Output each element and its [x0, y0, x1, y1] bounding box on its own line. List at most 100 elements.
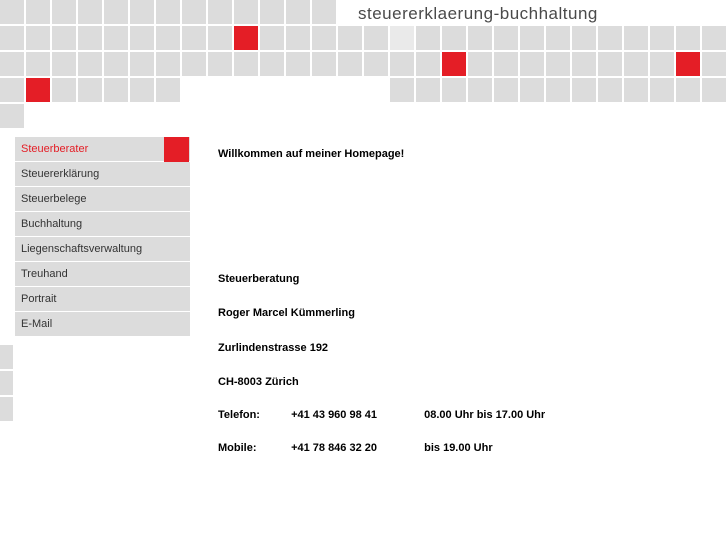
mobile-line: Mobile: +41 78 846 32 20 bis 19.00 Uhr: [218, 441, 698, 456]
grid-cell: [78, 26, 102, 50]
mobile-hours: bis 19.00 Uhr: [424, 441, 492, 456]
mobile-label: Mobile:: [218, 441, 288, 456]
grid-cell: [676, 26, 700, 50]
phone-label: Telefon:: [218, 408, 288, 423]
grid-cell: [26, 0, 50, 24]
welcome-text: Willkommen auf meiner Homepage!: [218, 147, 698, 162]
grid-cell: [130, 52, 154, 76]
grid-cell: [520, 78, 544, 102]
grid-cell: [598, 78, 622, 102]
grid-cell: [702, 26, 726, 50]
site-title: steuererklaerung-buchhaltung: [358, 4, 598, 24]
grid-cell: [624, 26, 648, 50]
grid-cell: [468, 26, 492, 50]
phone-value: +41 43 960 98 41: [291, 408, 421, 423]
grid-cell: [104, 52, 128, 76]
grid-cell: [182, 52, 206, 76]
grid-cell: [130, 26, 154, 50]
grid-cell: [156, 0, 180, 24]
grid-cell: [572, 52, 596, 76]
grid-cell: [52, 78, 76, 102]
grid-cell: [338, 26, 362, 50]
grid-cell: [234, 52, 258, 76]
grid-cell: [234, 0, 258, 24]
city-line: CH-8003 Zürich: [218, 375, 698, 390]
grid-cell: [702, 52, 726, 76]
grid-cell: [26, 52, 50, 76]
grid-cell: [156, 26, 180, 50]
grid-cell: [52, 26, 76, 50]
grid-cell: [312, 26, 336, 50]
grid-cell: [364, 26, 388, 50]
grid-cell: [0, 104, 24, 128]
grid-cell: [312, 52, 336, 76]
grid-cell: [286, 0, 310, 24]
name-line: Roger Marcel Kümmerling: [218, 306, 698, 321]
grid-cell: [416, 26, 440, 50]
grid-cell: [156, 78, 180, 102]
grid-cell: [416, 78, 440, 102]
grid-cell: [208, 26, 232, 50]
grid-cell: [312, 0, 336, 24]
grid-cell: [624, 52, 648, 76]
grid-cell: [52, 52, 76, 76]
side-grid-cell: [0, 371, 13, 395]
grid-cell: [572, 78, 596, 102]
grid-cell: [78, 52, 102, 76]
grid-cell: [0, 26, 24, 50]
grid-cell: [442, 26, 466, 50]
grid-cell: [234, 26, 258, 50]
grid-cell: [182, 0, 206, 24]
grid-cell: [182, 26, 206, 50]
grid-cell: [286, 26, 310, 50]
nav-item-3[interactable]: Buchhaltung: [15, 212, 190, 237]
grid-cell: [364, 52, 388, 76]
grid-cell: [598, 52, 622, 76]
nav-item-1[interactable]: Steuererklärung: [15, 162, 190, 187]
grid-cell: [390, 78, 414, 102]
nav-item-2[interactable]: Steuerbelege: [15, 187, 190, 212]
grid-cell: [650, 26, 674, 50]
grid-cell: [546, 26, 570, 50]
grid-cell: [468, 52, 492, 76]
grid-cell: [0, 78, 24, 102]
grid-cell: [78, 0, 102, 24]
grid-cell: [104, 78, 128, 102]
grid-cell: [338, 52, 362, 76]
grid-cell: [104, 26, 128, 50]
grid-cell: [208, 0, 232, 24]
grid-cell: [0, 0, 24, 24]
grid-cell: [546, 52, 570, 76]
main-content: Willkommen auf meiner Homepage! Steuerbe…: [218, 147, 698, 475]
grid-cell: [260, 0, 284, 24]
grid-cell: [286, 52, 310, 76]
grid-cell: [260, 52, 284, 76]
grid-cell: [52, 0, 76, 24]
grid-cell: [572, 26, 596, 50]
side-grid-cell: [0, 397, 13, 421]
nav-item-4[interactable]: Liegenschaftsverwaltung: [15, 237, 190, 262]
grid-cell: [0, 52, 24, 76]
grid-cell: [416, 52, 440, 76]
grid-cell: [650, 52, 674, 76]
grid-cell: [546, 78, 570, 102]
nav-item-5[interactable]: Treuhand: [15, 262, 190, 287]
nav-item-6[interactable]: Portrait: [15, 287, 190, 312]
grid-cell: [520, 52, 544, 76]
phone-hours: 08.00 Uhr bis 17.00 Uhr: [424, 408, 545, 423]
grid-cell: [494, 26, 518, 50]
grid-cell: [650, 78, 674, 102]
grid-cell: [390, 26, 414, 50]
grid-cell: [598, 26, 622, 50]
grid-cell: [442, 78, 466, 102]
grid-cell: [676, 78, 700, 102]
grid-cell: [130, 0, 154, 24]
grid-cell: [468, 78, 492, 102]
nav-item-7[interactable]: E-Mail: [15, 312, 190, 337]
grid-cell: [624, 78, 648, 102]
grid-cell: [494, 78, 518, 102]
service-line: Steuerberatung: [218, 272, 698, 287]
grid-cell: [520, 26, 544, 50]
grid-cell: [156, 52, 180, 76]
nav-item-0[interactable]: Steuerberater: [15, 137, 190, 162]
